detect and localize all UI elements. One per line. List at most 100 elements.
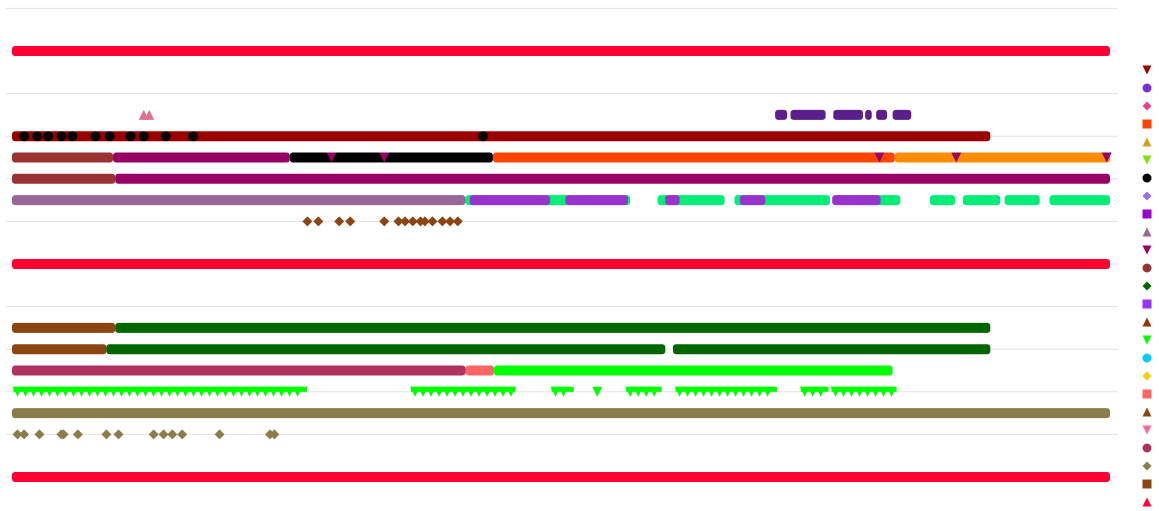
data-point (177, 429, 188, 440)
data-point (592, 386, 603, 397)
data-point (427, 216, 438, 227)
data-point (32, 131, 43, 142)
legend-marker (1142, 173, 1152, 183)
data-point (269, 429, 280, 440)
data-row (12, 386, 897, 397)
legend-marker (1142, 389, 1152, 399)
data-row (12, 408, 1110, 419)
data-point (43, 131, 54, 142)
gridlines (6, 7, 1118, 478)
data-run (739, 195, 766, 206)
data-run (465, 365, 495, 376)
legend-marker (1142, 227, 1152, 237)
data-run (12, 344, 107, 355)
data-point (452, 216, 463, 227)
data-run (865, 109, 872, 120)
data-point (445, 216, 456, 227)
legend-marker (1142, 425, 1152, 435)
data-row (138, 109, 912, 120)
data-row (12, 173, 1111, 184)
data-point (334, 216, 345, 227)
data-point (326, 152, 337, 163)
data-run (289, 152, 493, 163)
data-point (144, 109, 155, 120)
data-run (672, 344, 991, 355)
data-run (12, 173, 116, 184)
legend-marker (1142, 263, 1152, 273)
data-row (12, 344, 991, 355)
data-run (410, 386, 516, 392)
data-row (302, 216, 463, 227)
data-point (148, 429, 159, 440)
data-row (12, 365, 893, 376)
data-run (12, 259, 1110, 269)
data-point (214, 429, 225, 440)
data-point (167, 429, 178, 440)
data-point (188, 131, 199, 142)
data-point (12, 429, 23, 440)
legend-marker (1142, 317, 1152, 327)
data-point (34, 429, 45, 440)
data-point (379, 216, 390, 227)
legend-marker (1142, 479, 1152, 489)
legend-marker (1142, 497, 1152, 507)
legend-marker (1142, 443, 1152, 453)
legend-marker (1142, 335, 1152, 345)
legend-marker (1142, 245, 1152, 255)
data-point (400, 216, 411, 227)
data-run (12, 365, 466, 376)
legend-marker (1142, 119, 1152, 129)
data-point (345, 216, 356, 227)
data-run (876, 109, 888, 120)
data-run (832, 195, 881, 206)
data-point (125, 131, 136, 142)
data-run (929, 195, 956, 206)
data-point (101, 429, 112, 440)
data-point (138, 131, 149, 142)
data-run (12, 152, 114, 163)
data-run (665, 195, 680, 206)
data-point (113, 429, 124, 440)
data-point (313, 216, 324, 227)
data-run (113, 152, 290, 163)
data-run (115, 322, 991, 333)
data-point (56, 131, 67, 142)
data-run (790, 109, 826, 120)
data-run (775, 109, 788, 120)
data-row (12, 46, 1110, 56)
legend-marker (1142, 281, 1152, 291)
data-point (160, 131, 171, 142)
data-run (12, 408, 1110, 419)
data-run (115, 173, 1111, 184)
data-run (12, 322, 116, 333)
data-run (894, 152, 1110, 163)
legend-marker (1142, 65, 1152, 75)
data-run (626, 386, 662, 392)
data-point (478, 131, 489, 142)
data-point (437, 216, 448, 227)
data-run (1004, 195, 1040, 206)
data-run (12, 472, 1110, 482)
data-run (494, 365, 893, 376)
data-run (892, 109, 912, 120)
legend-marker (1142, 299, 1152, 309)
data-point (90, 131, 101, 142)
data-point (104, 131, 115, 142)
legend-marker (1142, 137, 1152, 147)
data-run (492, 152, 895, 163)
data-run (469, 195, 551, 206)
data-run (565, 195, 628, 206)
data-run (833, 109, 863, 120)
legend-marker (1142, 209, 1152, 219)
data-point (393, 216, 404, 227)
data-row (12, 131, 991, 142)
legend-marker (1142, 101, 1152, 111)
data-point (379, 152, 390, 163)
data-point (158, 429, 169, 440)
data-run (962, 195, 1001, 206)
legend-marker (1142, 371, 1152, 381)
legend-marker (1142, 155, 1152, 165)
data-row (12, 152, 1112, 163)
data-run (12, 46, 1110, 56)
